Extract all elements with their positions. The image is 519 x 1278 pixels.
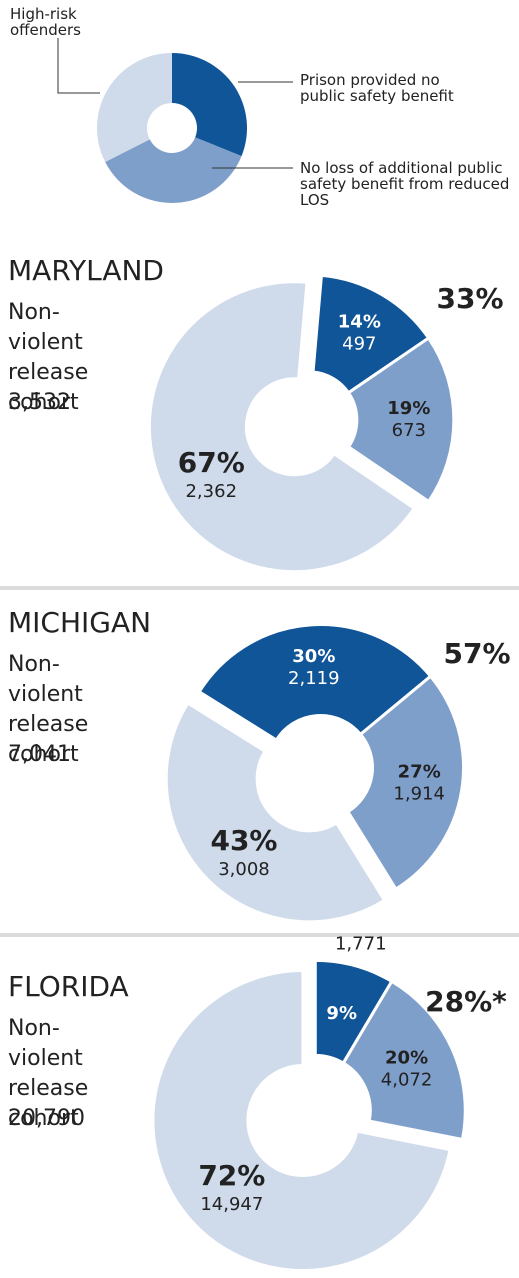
leader-line (57, 38, 100, 94)
count-label: 2,119 (288, 668, 340, 689)
slice (164, 700, 387, 924)
count-label: 2,362 (185, 481, 237, 502)
chart-subtitle: Non-violent release cohort (8, 300, 89, 415)
legend-swatch (172, 53, 247, 157)
cohort-total: 20,790 (8, 1106, 85, 1131)
percent-label: 9% (326, 1003, 357, 1024)
slice (147, 280, 417, 574)
slice (197, 623, 433, 743)
percent-label: 67% (178, 446, 245, 479)
percent-label: 20% (385, 1048, 428, 1069)
percent-label: 30% (292, 646, 335, 667)
cohort-total: 7,041 (8, 742, 71, 767)
legend-label: No loss of additional public safety bene… (300, 159, 510, 209)
chart-title: MARYLAND (8, 254, 164, 287)
count-label: 1,914 (393, 784, 445, 805)
slice (346, 335, 456, 504)
chart-subtitle: Non-violent release cohort (8, 1016, 89, 1131)
combined-label: 57% (443, 637, 510, 670)
slice (311, 273, 431, 395)
slice (345, 674, 465, 892)
percent-label: 19% (387, 398, 430, 419)
count-label: 497 (342, 334, 376, 355)
percent-label: 43% (210, 824, 277, 857)
count-label: 4,072 (381, 1070, 433, 1091)
chart-subtitle: Non-violent release cohort (8, 652, 89, 767)
legend-swatch (97, 53, 172, 163)
slice (151, 969, 452, 1272)
slice (341, 979, 467, 1142)
combined-label: 33% (436, 282, 503, 315)
combined-label: 28%* (425, 985, 507, 1018)
percent-label: 72% (198, 1159, 265, 1192)
chart-title: FLORIDA (8, 970, 129, 1003)
count-label: 3,008 (218, 859, 270, 880)
count-label: 14,947 (200, 1194, 263, 1215)
cohort-total: 3,532 (8, 390, 71, 415)
percent-label: 27% (398, 762, 441, 783)
legend-label: Prison provided no public safety benefit (300, 71, 454, 105)
count-label: 1,771 (335, 934, 387, 955)
legend-swatch (105, 137, 242, 203)
legend-label: High-risk offenders (10, 5, 81, 39)
percent-label: 14% (338, 312, 381, 333)
count-label: 673 (392, 420, 426, 441)
chart-title: MICHIGAN (8, 606, 152, 639)
